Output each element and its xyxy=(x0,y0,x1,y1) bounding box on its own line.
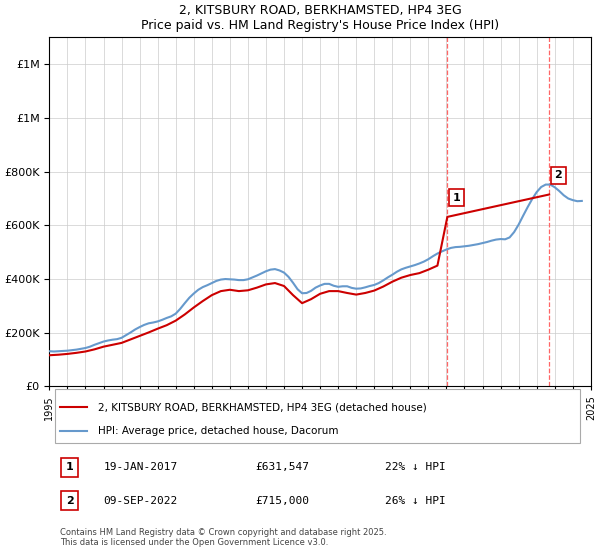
Text: 2: 2 xyxy=(554,170,562,180)
Text: 2: 2 xyxy=(65,496,73,506)
Text: 22% ↓ HPI: 22% ↓ HPI xyxy=(385,462,446,472)
Text: 26% ↓ HPI: 26% ↓ HPI xyxy=(385,496,446,506)
Text: £715,000: £715,000 xyxy=(255,496,309,506)
Text: 19-JAN-2017: 19-JAN-2017 xyxy=(104,462,178,472)
Text: 2, KITSBURY ROAD, BERKHAMSTED, HP4 3EG (detached house): 2, KITSBURY ROAD, BERKHAMSTED, HP4 3EG (… xyxy=(98,402,427,412)
Text: 09-SEP-2022: 09-SEP-2022 xyxy=(104,496,178,506)
Text: HPI: Average price, detached house, Dacorum: HPI: Average price, detached house, Daco… xyxy=(98,426,338,436)
Title: 2, KITSBURY ROAD, BERKHAMSTED, HP4 3EG
Price paid vs. HM Land Registry's House P: 2, KITSBURY ROAD, BERKHAMSTED, HP4 3EG P… xyxy=(141,4,499,32)
Text: Contains HM Land Registry data © Crown copyright and database right 2025.
This d: Contains HM Land Registry data © Crown c… xyxy=(60,528,387,547)
Text: 1: 1 xyxy=(65,462,73,472)
Text: £631,547: £631,547 xyxy=(255,462,309,472)
Text: 1: 1 xyxy=(453,193,461,203)
FancyBboxPatch shape xyxy=(55,389,580,443)
